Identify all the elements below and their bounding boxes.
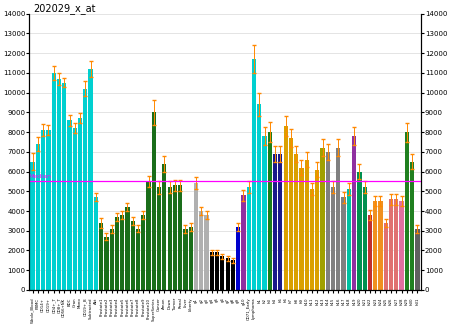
Bar — [89, 69, 93, 290]
Bar — [162, 164, 166, 290]
Bar — [210, 252, 214, 290]
Bar — [400, 201, 404, 290]
Bar — [183, 229, 188, 290]
Bar — [99, 223, 103, 290]
Text: Median: Median — [28, 174, 51, 179]
Bar — [278, 154, 283, 290]
Bar — [262, 136, 267, 290]
Bar — [109, 229, 114, 290]
Bar — [236, 227, 240, 290]
Bar — [320, 148, 324, 290]
Bar — [41, 130, 45, 290]
Bar — [342, 197, 346, 290]
Bar — [189, 227, 193, 290]
Bar — [305, 160, 309, 290]
Bar — [410, 162, 414, 290]
Bar — [373, 201, 378, 290]
Bar — [405, 132, 409, 290]
Bar — [284, 126, 288, 290]
Bar — [225, 259, 230, 290]
Bar — [68, 120, 72, 290]
Bar — [247, 187, 251, 290]
Bar — [62, 83, 66, 290]
Bar — [363, 187, 367, 290]
Bar — [252, 59, 256, 290]
Bar — [130, 221, 135, 290]
Bar — [352, 136, 356, 290]
Bar — [152, 112, 156, 290]
Bar — [173, 185, 177, 290]
Bar — [268, 132, 272, 290]
Bar — [331, 187, 335, 290]
Bar — [115, 217, 119, 290]
Bar — [384, 223, 388, 290]
Bar — [415, 229, 419, 290]
Bar — [36, 144, 40, 290]
Bar — [326, 152, 330, 290]
Bar — [46, 130, 50, 290]
Bar — [72, 128, 77, 290]
Bar — [289, 138, 293, 290]
Bar — [157, 187, 161, 290]
Bar — [204, 215, 209, 290]
Bar — [167, 187, 172, 290]
Bar — [378, 201, 382, 290]
Bar — [273, 154, 277, 290]
Bar — [347, 189, 351, 290]
Bar — [126, 207, 130, 290]
Bar — [315, 170, 320, 290]
Bar — [394, 199, 398, 290]
Bar — [83, 89, 87, 290]
Bar — [299, 168, 304, 290]
Text: 202029_x_at: 202029_x_at — [33, 3, 96, 14]
Bar — [310, 189, 314, 290]
Bar — [357, 171, 361, 290]
Bar — [178, 185, 182, 290]
Bar — [194, 184, 198, 290]
Bar — [199, 211, 203, 290]
Bar — [104, 237, 108, 290]
Bar — [78, 118, 82, 290]
Bar — [294, 154, 298, 290]
Bar — [231, 260, 235, 290]
Bar — [241, 195, 246, 290]
Bar — [146, 182, 151, 290]
Bar — [94, 197, 98, 290]
Bar — [141, 215, 145, 290]
Bar — [31, 162, 35, 290]
Bar — [57, 79, 61, 290]
Bar — [220, 257, 225, 290]
Bar — [52, 73, 56, 290]
Bar — [136, 229, 140, 290]
Bar — [389, 199, 393, 290]
Bar — [257, 104, 261, 290]
Bar — [336, 148, 341, 290]
Bar — [215, 252, 219, 290]
Bar — [120, 215, 124, 290]
Bar — [368, 215, 372, 290]
